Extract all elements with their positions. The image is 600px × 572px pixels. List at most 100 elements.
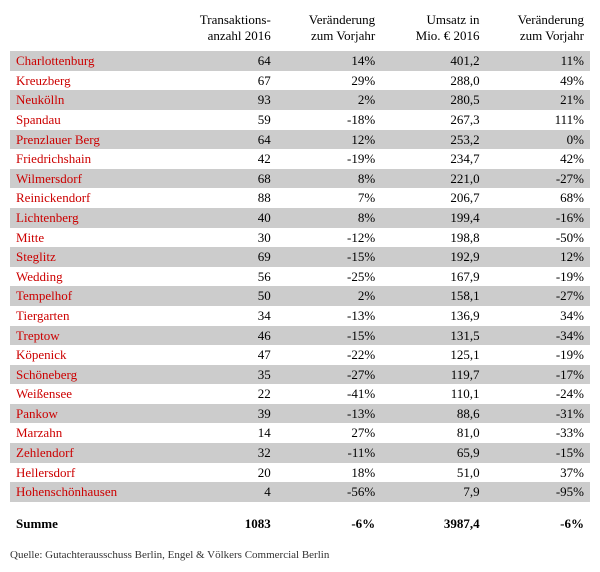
transactions-cell: 67 bbox=[172, 71, 276, 91]
sum-change1: -6% bbox=[277, 502, 381, 546]
transactions-cell: 42 bbox=[172, 149, 276, 169]
change1-cell: -13% bbox=[277, 306, 381, 326]
revenue-cell: 198,8 bbox=[381, 228, 485, 248]
revenue-cell: 88,6 bbox=[381, 404, 485, 424]
sum-transactions: 1083 bbox=[172, 502, 276, 546]
transactions-cell: 4 bbox=[172, 482, 276, 502]
table-row: Schöneberg35-27%119,7-17% bbox=[10, 365, 590, 385]
district-cell: Tiergarten bbox=[10, 306, 172, 326]
revenue-cell: 288,0 bbox=[381, 71, 485, 91]
district-cell: Weißensee bbox=[10, 384, 172, 404]
source-text: Quelle: Gutachterausschuss Berlin, Engel… bbox=[10, 545, 590, 561]
table-row: Kreuzberg6729%288,049% bbox=[10, 71, 590, 91]
district-cell: Charlottenburg bbox=[10, 51, 172, 71]
header-transactions: Transaktions-anzahl 2016 bbox=[172, 10, 276, 51]
transactions-cell: 47 bbox=[172, 345, 276, 365]
table-row: Hellersdorf2018%51,037% bbox=[10, 463, 590, 483]
revenue-cell: 221,0 bbox=[381, 169, 485, 189]
table-row: Reinickendorf887%206,768% bbox=[10, 188, 590, 208]
revenue-cell: 280,5 bbox=[381, 90, 485, 110]
change1-cell: -56% bbox=[277, 482, 381, 502]
header-row: Transaktions-anzahl 2016 Veränderungzum … bbox=[10, 10, 590, 51]
revenue-cell: 65,9 bbox=[381, 443, 485, 463]
change2-cell: -95% bbox=[486, 482, 590, 502]
revenue-cell: 167,9 bbox=[381, 267, 485, 287]
revenue-cell: 51,0 bbox=[381, 463, 485, 483]
district-cell: Tempelhof bbox=[10, 286, 172, 306]
district-cell: Marzahn bbox=[10, 423, 172, 443]
transactions-cell: 34 bbox=[172, 306, 276, 326]
table-row: Lichtenberg408%199,4-16% bbox=[10, 208, 590, 228]
change1-cell: -15% bbox=[277, 326, 381, 346]
table-row: Spandau59-18%267,3111% bbox=[10, 110, 590, 130]
district-cell: Pankow bbox=[10, 404, 172, 424]
district-cell: Wedding bbox=[10, 267, 172, 287]
revenue-cell: 125,1 bbox=[381, 345, 485, 365]
district-cell: Mitte bbox=[10, 228, 172, 248]
change1-cell: 2% bbox=[277, 286, 381, 306]
change2-cell: 111% bbox=[486, 110, 590, 130]
revenue-cell: 131,5 bbox=[381, 326, 485, 346]
district-cell: Köpenick bbox=[10, 345, 172, 365]
revenue-cell: 7,9 bbox=[381, 482, 485, 502]
transactions-cell: 93 bbox=[172, 90, 276, 110]
change2-cell: -33% bbox=[486, 423, 590, 443]
transactions-cell: 56 bbox=[172, 267, 276, 287]
change1-cell: 27% bbox=[277, 423, 381, 443]
district-cell: Kreuzberg bbox=[10, 71, 172, 91]
table-row: Hohenschönhausen4-56%7,9-95% bbox=[10, 482, 590, 502]
change1-cell: -25% bbox=[277, 267, 381, 287]
change1-cell: 14% bbox=[277, 51, 381, 71]
district-cell: Treptow bbox=[10, 326, 172, 346]
revenue-cell: 119,7 bbox=[381, 365, 485, 385]
change2-cell: 12% bbox=[486, 247, 590, 267]
transactions-cell: 50 bbox=[172, 286, 276, 306]
change1-cell: 18% bbox=[277, 463, 381, 483]
district-cell: Prenzlauer Berg bbox=[10, 130, 172, 150]
header-change1: Veränderungzum Vorjahr bbox=[277, 10, 381, 51]
district-cell: Friedrichshain bbox=[10, 149, 172, 169]
revenue-cell: 234,7 bbox=[381, 149, 485, 169]
change2-cell: 11% bbox=[486, 51, 590, 71]
change2-cell: -16% bbox=[486, 208, 590, 228]
table-row: Tempelhof502%158,1-27% bbox=[10, 286, 590, 306]
change2-cell: 37% bbox=[486, 463, 590, 483]
table-row: Köpenick47-22%125,1-19% bbox=[10, 345, 590, 365]
table-row: Wedding56-25%167,9-19% bbox=[10, 267, 590, 287]
revenue-cell: 199,4 bbox=[381, 208, 485, 228]
transactions-cell: 35 bbox=[172, 365, 276, 385]
change1-cell: 8% bbox=[277, 208, 381, 228]
district-cell: Steglitz bbox=[10, 247, 172, 267]
change2-cell: 68% bbox=[486, 188, 590, 208]
change2-cell: -24% bbox=[486, 384, 590, 404]
revenue-cell: 81,0 bbox=[381, 423, 485, 443]
transactions-cell: 88 bbox=[172, 188, 276, 208]
district-cell: Schöneberg bbox=[10, 365, 172, 385]
change1-cell: -18% bbox=[277, 110, 381, 130]
sum-revenue: 3987,4 bbox=[381, 502, 485, 546]
revenue-cell: 267,3 bbox=[381, 110, 485, 130]
change2-cell: -27% bbox=[486, 286, 590, 306]
table-row: Steglitz69-15%192,912% bbox=[10, 247, 590, 267]
revenue-cell: 110,1 bbox=[381, 384, 485, 404]
change1-cell: -22% bbox=[277, 345, 381, 365]
table-row: Neukölln932%280,521% bbox=[10, 90, 590, 110]
sum-label: Summe bbox=[10, 502, 172, 546]
change2-cell: 21% bbox=[486, 90, 590, 110]
change2-cell: -17% bbox=[486, 365, 590, 385]
change1-cell: -19% bbox=[277, 149, 381, 169]
header-empty bbox=[10, 10, 172, 51]
header-revenue: Umsatz inMio. € 2016 bbox=[381, 10, 485, 51]
district-cell: Hohenschönhausen bbox=[10, 482, 172, 502]
district-cell: Zehlendorf bbox=[10, 443, 172, 463]
change1-cell: 7% bbox=[277, 188, 381, 208]
revenue-cell: 206,7 bbox=[381, 188, 485, 208]
data-table: Transaktions-anzahl 2016 Veränderungzum … bbox=[10, 10, 590, 545]
change2-cell: 34% bbox=[486, 306, 590, 326]
transactions-cell: 46 bbox=[172, 326, 276, 346]
district-cell: Lichtenberg bbox=[10, 208, 172, 228]
change2-cell: -50% bbox=[486, 228, 590, 248]
transactions-cell: 68 bbox=[172, 169, 276, 189]
transactions-cell: 39 bbox=[172, 404, 276, 424]
change1-cell: -41% bbox=[277, 384, 381, 404]
